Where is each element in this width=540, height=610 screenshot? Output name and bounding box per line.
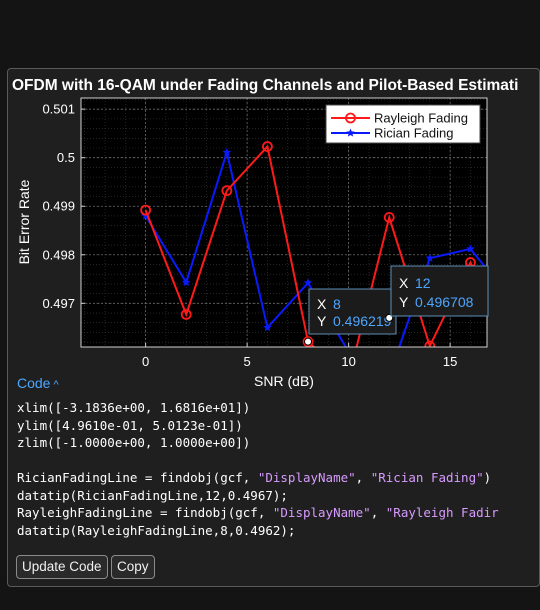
code-line: xlim([-3.1836e+00, 1.6816e+01]) xyxy=(17,399,537,417)
data-point[interactable] xyxy=(425,253,435,262)
data-point[interactable] xyxy=(303,278,313,287)
code-line xyxy=(17,452,537,470)
x-tick-label: 0 xyxy=(142,354,149,369)
code-line: datatip(RayleighFadingLine,8,0.4962); xyxy=(17,522,537,540)
datatip-box[interactable] xyxy=(390,265,489,317)
code-text: RicianFadingLine = findobj(gcf, xyxy=(17,470,258,485)
y-tick-label: 0.498 xyxy=(42,247,75,262)
datatip-x-value: 12 xyxy=(415,275,431,291)
code-text: , xyxy=(355,470,371,485)
chart-title: OFDM with 16-QAM under Fading Channels a… xyxy=(12,77,518,94)
datatip-y-label: Y xyxy=(317,313,327,329)
data-point[interactable] xyxy=(507,294,516,302)
x-tick-label: 5 xyxy=(244,354,251,369)
data-point[interactable] xyxy=(344,374,353,383)
code-toggle-label: Code xyxy=(17,375,51,391)
x-tick-label: 10 xyxy=(341,354,355,369)
legend-marker xyxy=(345,112,356,124)
x-axis-label: SNR (dB) xyxy=(254,373,314,389)
code-string: "Rayleigh Fadir xyxy=(385,505,499,520)
data-point[interactable] xyxy=(222,147,232,156)
legend-label: Rician Fading xyxy=(374,126,454,141)
code-text: zlim([-1.0000e+00, 1.0000e+00]) xyxy=(17,435,251,450)
data-point[interactable] xyxy=(140,204,152,216)
data-point[interactable] xyxy=(424,340,436,351)
datatip-x-label: X xyxy=(317,296,327,312)
copy-button[interactable]: Copy xyxy=(111,555,155,579)
data-point[interactable] xyxy=(383,212,395,223)
data-point[interactable] xyxy=(466,244,475,253)
x-tick-label: 15 xyxy=(443,354,457,369)
code-string: "DisplayName" xyxy=(272,505,371,520)
code-toggle[interactable]: Code ^ xyxy=(17,375,63,391)
datatip-x-value: 8 xyxy=(333,296,341,312)
y-tick-label: 0.497 xyxy=(42,296,75,311)
data-point[interactable] xyxy=(385,372,394,380)
code-block[interactable]: xlim([-3.1836e+00, 1.6816e+01]) ylim([4.9… xyxy=(17,399,537,539)
plot-frame xyxy=(80,97,488,348)
code-text: datatip(RayleighFadingLine,8,0.4962); xyxy=(17,522,296,538)
data-point[interactable] xyxy=(221,185,233,197)
figure-area[interactable]: OFDM with 16-QAM under Fading Channels a… xyxy=(8,69,539,391)
datatip-y-value: 0.496219 xyxy=(333,313,392,329)
code-text: xlim([-3.1836e+00, 1.6816e+01]) xyxy=(17,400,251,415)
y-axis-label: Bit Error Rate xyxy=(16,179,32,264)
datatip-y-label: Y xyxy=(399,294,409,310)
data-point[interactable] xyxy=(181,277,191,287)
code-text: , xyxy=(370,505,386,520)
code-line: RayleighFadingLine = findobj(gcf, "Displ… xyxy=(17,504,537,522)
legend-label: Rayleigh Fading xyxy=(374,111,468,126)
code-string: "DisplayName" xyxy=(257,470,356,485)
y-tick-label: 0.5 xyxy=(57,150,75,165)
line-chart[interactable]: OFDM with 16-QAM under Fading Channels a… xyxy=(8,69,539,391)
axis-ticks: 0 5 10 15 0.497 0.498 0.499 0.5 0.501 xyxy=(42,102,457,369)
data-point[interactable] xyxy=(302,336,314,347)
data-point[interactable] xyxy=(507,338,516,347)
code-text: ) xyxy=(483,470,492,485)
code-line: ylim([4.9610e-01, 5.0123e-01]) xyxy=(17,417,537,435)
code-text: ylim([4.9610e-01, 5.0123e-01]) xyxy=(17,417,243,433)
datatip-marker[interactable] xyxy=(304,337,313,346)
chart-code-panel: OFDM with 16-QAM under Fading Channels a… xyxy=(7,68,540,587)
code-text: datatip(RicianFadingLine,12,0.4967); xyxy=(17,487,288,503)
chevron-up-icon: ^ xyxy=(53,379,59,391)
code-line: datatip(RicianFadingLine,12,0.4967); xyxy=(17,487,537,505)
legend-box xyxy=(325,104,481,144)
datatip-y-value: 0.496708 xyxy=(415,294,474,310)
update-code-button[interactable]: Update Code xyxy=(16,555,108,579)
data-point[interactable] xyxy=(180,309,192,320)
code-line: RicianFadingLine = findobj(gcf, "Display… xyxy=(17,469,537,487)
y-tick-label: 0.499 xyxy=(42,199,75,214)
code-line: zlim([-1.0000e+00, 1.0000e+00]) xyxy=(17,434,537,452)
code-text: RayleighFadingLine = findobj(gcf, xyxy=(17,505,273,520)
legend-marker xyxy=(346,128,355,137)
data-point[interactable] xyxy=(263,323,272,332)
data-point[interactable] xyxy=(262,141,273,152)
datatip-box[interactable] xyxy=(308,288,397,335)
code-string: "Rician Fading" xyxy=(370,470,484,485)
datatip-x-label: X xyxy=(399,275,409,291)
y-tick-label: 0.501 xyxy=(42,102,75,117)
